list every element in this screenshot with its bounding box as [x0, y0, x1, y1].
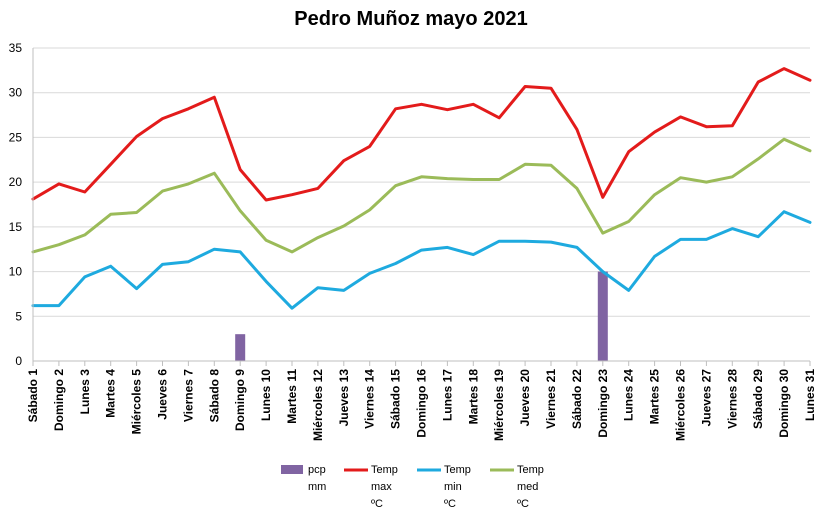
x-tick-label: Domingo 9	[233, 369, 247, 431]
bar-pcp	[597, 271, 608, 361]
bar-pcp	[235, 334, 246, 361]
y-tick-label: 10	[9, 265, 23, 279]
series-line-2	[31, 210, 812, 310]
x-tick-label: Domingo 2	[52, 369, 66, 431]
series-line-3	[31, 137, 812, 254]
x-axis-ticks: Sábado 1 Domingo 2 Lunes 3 Martes 4 Miércole…	[26, 369, 817, 441]
y-tick-label: 5	[15, 309, 22, 323]
y-axis-ticks: 0 5 10 15 20 25 30 35	[9, 41, 23, 368]
legend-label: min	[444, 481, 462, 493]
legend-label: med	[517, 481, 538, 493]
series-line-1	[31, 67, 812, 202]
x-tick-label: Sábado 1	[26, 369, 40, 423]
legend-label: pcp	[308, 464, 326, 476]
x-tick-label: Sábado 29	[751, 369, 765, 429]
y-tick-label: 0	[15, 354, 22, 368]
x-tick-label: Domingo 23	[596, 369, 610, 438]
x-tick-label: Lunes 10	[259, 369, 273, 421]
x-tick-label: Lunes 17	[440, 369, 454, 421]
x-tick-label: Martes 11	[285, 369, 299, 424]
legend-label: max	[371, 481, 392, 493]
legend-label: ºC	[517, 498, 529, 510]
legend-label: mm	[308, 481, 326, 493]
legend-label: Temp	[517, 464, 544, 476]
x-tick-label: Martes 4	[104, 369, 118, 418]
legend-label: ºC	[444, 498, 456, 510]
bar-series	[235, 271, 608, 361]
x-tick-label: Miércoles 5	[130, 369, 144, 435]
x-tick-label: Sábado 15	[389, 369, 403, 429]
y-tick-label: 30	[9, 86, 23, 100]
y-tick-label: 35	[9, 41, 23, 55]
x-tick-label: Miércoles 26	[674, 369, 688, 441]
x-tick-label: Viernes 7	[181, 369, 195, 422]
legend-label: Temp	[371, 464, 398, 476]
axes	[32, 48, 811, 366]
gridlines	[33, 47, 810, 362]
x-tick-label: Miércoles 19	[492, 369, 506, 441]
x-tick-label: Jueves 27	[699, 369, 713, 427]
legend-swatch-bar	[281, 465, 303, 474]
y-tick-label: 25	[9, 130, 23, 144]
x-tick-label: Viernes 21	[544, 369, 558, 429]
y-tick-label: 20	[9, 175, 23, 189]
x-tick-label: Martes 25	[648, 369, 662, 425]
x-tick-label: Martes 18	[466, 369, 480, 425]
legend-label: ºC	[371, 498, 383, 510]
x-tick-label: Lunes 31	[803, 369, 817, 421]
legend: pcp mm Temp max ºC Temp min ºC Temp med ºC	[281, 464, 544, 510]
x-tick-label: Viernes 28	[725, 369, 739, 429]
x-tick-label: Jueves 13	[337, 369, 351, 427]
x-tick-label: Lunes 24	[622, 369, 636, 421]
x-tick-label: Jueves 6	[156, 369, 170, 420]
legend-label: Temp	[444, 464, 471, 476]
x-tick-label: Miércoles 12	[311, 369, 325, 441]
x-tick-label: Sábado 22	[570, 369, 584, 429]
x-tick-label: Lunes 3	[78, 369, 92, 415]
x-tick-label: Viernes 14	[363, 369, 377, 429]
x-tick-label: Jueves 20	[518, 369, 532, 427]
x-tick-label: Sábado 8	[207, 369, 221, 423]
x-tick-label: Domingo 30	[777, 369, 791, 438]
x-tick-label: Domingo 16	[415, 369, 429, 438]
y-tick-label: 15	[9, 220, 23, 234]
chart-title: Pedro Muñoz mayo 2021	[294, 8, 527, 30]
line-series	[31, 67, 812, 310]
